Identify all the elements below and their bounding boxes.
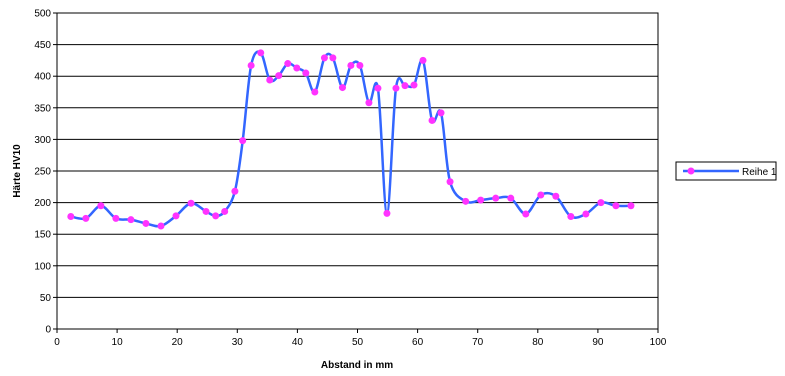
data-point — [187, 199, 195, 207]
x-tick-label: 60 — [412, 337, 424, 348]
data-point — [507, 194, 515, 202]
x-tick-label: 10 — [112, 337, 124, 348]
data-point — [266, 76, 274, 84]
data-point — [221, 207, 229, 215]
data-point — [347, 61, 355, 69]
data-point — [212, 212, 220, 220]
data-point — [293, 64, 301, 72]
data-point — [320, 54, 328, 62]
data-point — [437, 109, 445, 117]
data-point — [329, 54, 337, 62]
y-tick-label: 200 — [34, 198, 51, 209]
data-point — [446, 178, 454, 186]
y-tick-label: 400 — [34, 72, 51, 83]
data-point — [552, 192, 560, 200]
legend: Reihe 1 — [675, 161, 777, 181]
data-point — [477, 196, 485, 204]
x-tick-label: 80 — [532, 337, 544, 348]
data-point — [401, 82, 409, 90]
data-point — [172, 212, 180, 220]
data-point — [275, 72, 283, 80]
y-tick-label: 350 — [34, 103, 51, 114]
data-point — [374, 84, 382, 92]
series-reihe-1 — [67, 49, 635, 230]
data-point — [82, 214, 90, 222]
data-point — [522, 210, 530, 218]
data-point — [627, 202, 635, 210]
data-point — [365, 99, 373, 107]
data-point — [311, 88, 319, 96]
x-tick-label: 20 — [172, 337, 184, 348]
y-tick-label: 50 — [40, 293, 52, 304]
legend-marker-swatch — [687, 167, 695, 175]
data-point — [142, 219, 150, 227]
data-point — [302, 69, 310, 77]
data-point — [567, 213, 575, 221]
y-axis-title: Härte HV10 — [12, 144, 23, 198]
x-tick-label: 30 — [232, 337, 244, 348]
data-point — [383, 209, 391, 217]
x-axis-ticks: 0 10 20 30 40 50 60 70 80 90 100 — [54, 329, 667, 348]
data-point — [247, 61, 255, 69]
data-point — [67, 213, 75, 221]
data-point — [231, 187, 239, 195]
data-point — [462, 197, 470, 205]
data-point — [356, 61, 364, 69]
y-tick-label: 300 — [34, 135, 51, 146]
data-point — [284, 60, 292, 68]
x-tick-label: 100 — [650, 337, 667, 348]
data-point — [392, 84, 400, 92]
data-point — [338, 84, 346, 92]
y-tick-label: 0 — [45, 325, 51, 336]
data-point — [582, 210, 590, 218]
y-tick-label: 500 — [34, 9, 51, 20]
x-tick-label: 40 — [292, 337, 304, 348]
data-point — [597, 199, 605, 207]
x-tick-label: 0 — [54, 337, 60, 348]
y-tick-label: 450 — [34, 40, 51, 51]
x-tick-label: 70 — [472, 337, 484, 348]
data-point — [537, 191, 545, 199]
y-axis-ticks: 0 50 100 150 200 250 300 350 400 450 500 — [34, 9, 57, 336]
data-point — [492, 194, 500, 202]
data-point — [257, 49, 265, 57]
gridlines — [57, 44, 658, 298]
data-point — [428, 116, 436, 124]
legend-label: Reihe 1 — [742, 167, 777, 178]
data-point — [612, 202, 620, 210]
x-tick-label: 90 — [592, 337, 604, 348]
data-point — [202, 207, 210, 215]
y-tick-label: 150 — [34, 230, 51, 241]
data-point — [239, 137, 247, 145]
data-point — [127, 216, 135, 224]
data-point — [97, 202, 105, 210]
data-point — [112, 214, 120, 222]
data-point — [410, 81, 418, 89]
x-tick-label: 50 — [352, 337, 364, 348]
data-point — [419, 56, 427, 64]
y-tick-label: 100 — [34, 261, 51, 272]
data-point — [157, 222, 165, 230]
x-axis-title: Abstand in mm — [321, 360, 393, 371]
y-tick-label: 250 — [34, 167, 51, 178]
